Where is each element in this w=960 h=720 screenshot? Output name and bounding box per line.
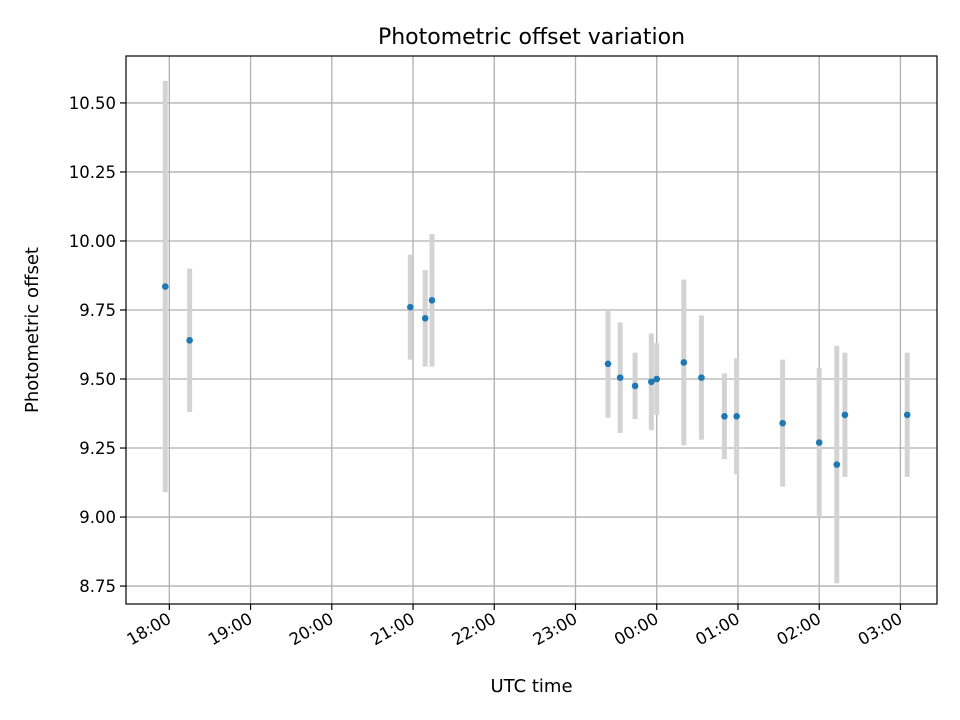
y-tick-label: 9.75 <box>79 301 116 320</box>
data-point <box>407 303 414 311</box>
x-tick-label: 18:00 <box>124 609 175 649</box>
data-point <box>903 411 911 419</box>
data-point <box>721 412 728 420</box>
data-point <box>161 283 169 290</box>
data-point <box>186 337 193 344</box>
chart-title: Photometric offset variation <box>378 25 685 50</box>
data-point <box>631 382 639 390</box>
x-tick-label: 02:00 <box>774 609 825 649</box>
data-point <box>841 411 849 419</box>
data-point <box>653 375 661 383</box>
x-axis-label: UTC time <box>490 676 572 697</box>
x-tick-label: 22:00 <box>449 609 500 649</box>
data-point <box>698 374 705 381</box>
data-point <box>833 461 841 468</box>
data-point <box>815 439 823 446</box>
plot-frame <box>125 55 938 605</box>
data-point <box>428 297 436 304</box>
y-tick-label: 9.00 <box>79 508 116 527</box>
x-tick-label: 19:00 <box>205 609 256 649</box>
axis-ticks: 18:00 19:00 20:00 21:00 22:00 23:00 00:00 01:00… <box>69 94 906 649</box>
data-point <box>616 374 624 381</box>
y-tick-label: 10.50 <box>69 94 116 113</box>
grid <box>126 56 937 604</box>
data-point <box>680 359 688 366</box>
x-tick-label: 01:00 <box>692 609 743 649</box>
x-tick-label: 21:00 <box>367 609 418 649</box>
data-point <box>421 314 429 322</box>
y-axis-label: Photometric offset <box>22 247 43 413</box>
x-tick-label: 00:00 <box>611 609 662 649</box>
y-tick-label: 10.00 <box>69 232 116 251</box>
x-tick-label: 03:00 <box>855 609 906 649</box>
y-tick-label: 9.50 <box>79 370 116 389</box>
y-tick-label: 9.25 <box>79 439 116 458</box>
data-point <box>733 412 740 420</box>
error-bars <box>162 80 910 584</box>
data-point <box>604 360 612 368</box>
x-tick-label: 23:00 <box>530 609 581 649</box>
x-tick-label: 20:00 <box>286 609 337 649</box>
data-points <box>161 283 911 468</box>
data-point <box>648 378 655 386</box>
data-point <box>779 419 786 427</box>
y-tick-label: 8.75 <box>79 577 116 596</box>
y-tick-label: 10.25 <box>69 163 116 182</box>
